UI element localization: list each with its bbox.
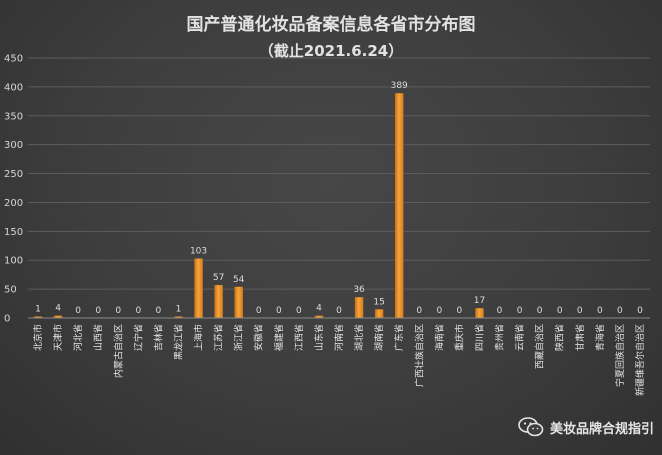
x-tick-label: 黑龙江省 xyxy=(172,324,184,360)
bar xyxy=(214,285,223,318)
data-label: 57 xyxy=(213,273,224,283)
y-tick-label: 0 xyxy=(4,314,10,325)
data-label: 103 xyxy=(190,246,207,256)
x-tick-label: 江西省 xyxy=(293,324,305,351)
x-tick-label: 广东省 xyxy=(393,324,405,351)
data-label: 4 xyxy=(55,304,61,314)
x-tick-label: 云南省 xyxy=(514,324,526,351)
data-label: 0 xyxy=(617,306,623,316)
data-label: 0 xyxy=(597,306,603,316)
data-label: 0 xyxy=(276,306,282,316)
x-axis-ticks: 北京市 天津市 河北省 山西省 内蒙古自治区 辽宁省 吉林省 黑龙江省 上海市 江苏省 浙江省 安徽省… xyxy=(32,324,646,396)
data-label: 0 xyxy=(457,306,463,316)
x-tick-label: 甘肃省 xyxy=(574,324,586,351)
data-label: 0 xyxy=(637,306,643,316)
x-tick-label: 广西壮族自治区 xyxy=(413,324,425,387)
bar xyxy=(194,258,203,318)
bar xyxy=(314,315,324,318)
y-tick-label: 400 xyxy=(4,82,23,93)
wechat-icon xyxy=(518,417,544,437)
bar xyxy=(475,308,484,318)
data-label: 0 xyxy=(537,306,543,316)
watermark-text: 美妆品牌合规指引 xyxy=(549,421,654,437)
x-tick-label: 天津市 xyxy=(52,324,64,351)
bar xyxy=(374,309,384,318)
data-label: 0 xyxy=(416,306,422,316)
data-label: 15 xyxy=(373,297,384,307)
x-tick-label: 辽宁省 xyxy=(132,324,144,351)
y-tick-label: 300 xyxy=(4,140,23,151)
x-tick-label: 湖北省 xyxy=(353,324,365,351)
x-tick-label: 内蒙古自治区 xyxy=(112,324,124,378)
data-label: 0 xyxy=(75,306,81,316)
x-tick-label: 江苏省 xyxy=(213,324,225,351)
y-tick-label: 150 xyxy=(4,227,23,238)
data-label: 0 xyxy=(256,306,262,316)
x-tick-label: 宁夏回族自治区 xyxy=(614,324,626,387)
data-label: 1 xyxy=(176,305,182,315)
x-tick-label: 西藏自治区 xyxy=(534,324,546,369)
watermark: 美妆品牌合规指引 xyxy=(518,417,654,437)
y-tick-label: 50 xyxy=(4,285,17,296)
x-tick-label: 安徽省 xyxy=(253,324,265,351)
bar xyxy=(234,286,243,318)
data-label: 4 xyxy=(316,304,322,314)
x-tick-label: 四川省 xyxy=(473,324,485,351)
x-tick-label: 河南省 xyxy=(333,324,345,351)
x-tick-label: 山东省 xyxy=(313,324,325,351)
data-label: 0 xyxy=(296,306,302,316)
y-tick-label: 450 xyxy=(4,54,23,65)
data-label: 0 xyxy=(95,306,101,316)
data-label: 54 xyxy=(233,275,245,285)
data-label: 0 xyxy=(436,306,442,316)
bar xyxy=(53,315,63,318)
data-label: 0 xyxy=(135,306,141,316)
x-tick-label: 重庆市 xyxy=(453,324,465,351)
data-labels: 1 4 0 0 0 0 0 1 103 57 54 0 0 0 4 0 36 15 389 0 0 0 17 0 0 0 0 0 0 0 0 xyxy=(35,81,643,316)
x-tick-label: 福建省 xyxy=(273,324,285,351)
bar xyxy=(33,316,43,318)
y-tick-label: 350 xyxy=(4,111,23,122)
data-label: 0 xyxy=(336,306,342,316)
data-label: 36 xyxy=(353,285,365,295)
x-tick-label: 新疆维吾尔自治区 xyxy=(634,324,646,396)
x-tick-label: 海南省 xyxy=(433,324,445,351)
x-tick-label: 吉林省 xyxy=(152,324,164,351)
y-axis-ticks: 0 50 100 150 200 250 300 350 400 450 xyxy=(4,54,23,325)
x-tick-label: 青海省 xyxy=(594,324,606,351)
chart-subtitle: （截止2021.6.24） xyxy=(259,42,403,60)
bar xyxy=(394,93,404,318)
data-label: 1 xyxy=(35,305,41,315)
data-label: 0 xyxy=(156,306,162,316)
y-tick-label: 100 xyxy=(4,256,23,267)
data-label: 0 xyxy=(497,306,503,316)
x-tick-label: 陕西省 xyxy=(554,324,566,351)
data-label: 0 xyxy=(557,306,563,316)
bar xyxy=(174,316,183,318)
bars xyxy=(33,93,484,318)
data-label: 0 xyxy=(517,306,523,316)
gridlines xyxy=(28,57,650,290)
data-label: 17 xyxy=(474,296,485,306)
y-tick-label: 200 xyxy=(4,198,23,209)
y-tick-label: 250 xyxy=(4,169,23,180)
data-label: 0 xyxy=(115,306,121,316)
x-tick-label: 浙江省 xyxy=(233,324,245,351)
data-label: 389 xyxy=(391,81,408,91)
data-label: 0 xyxy=(577,306,583,316)
x-tick-label: 上海市 xyxy=(193,324,205,351)
chart-title: 国产普通化妆品备案信息各省市分布图 xyxy=(187,14,476,35)
x-tick-label: 湖南省 xyxy=(373,324,385,351)
x-tick-label: 河北省 xyxy=(72,324,84,351)
x-tick-label: 贵州省 xyxy=(494,324,506,351)
x-tick-label: 北京市 xyxy=(32,324,44,351)
bar xyxy=(354,297,364,318)
x-tick-label: 山西省 xyxy=(92,324,104,351)
